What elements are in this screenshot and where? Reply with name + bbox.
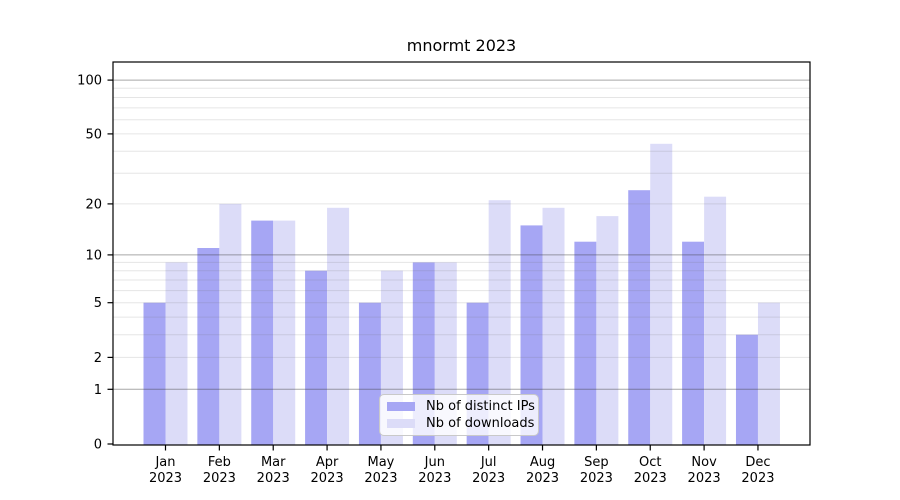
x-tick-label-month-aug: Aug (530, 455, 555, 470)
x-tick-label-year-nov: 2023 (688, 471, 721, 486)
legend-swatch-distinct-ips (387, 402, 415, 411)
legend-label-downloads: Nb of downloads (426, 416, 535, 431)
legend: Nb of distinct IPs Nb of downloads (379, 394, 539, 436)
bar-ips-mar (251, 220, 274, 445)
bar-ips-aug (520, 225, 543, 445)
bar-downloads-oct (650, 143, 673, 446)
bar-downloads-feb (219, 203, 242, 445)
bar-downloads-aug (542, 207, 565, 445)
x-tick-label-year-dec: 2023 (741, 471, 774, 486)
x-tick-label-month-jan: Jan (154, 455, 175, 470)
bar-downloads-nov (704, 196, 727, 445)
y-tick-label-5: 5 (94, 296, 102, 311)
y-tick-label-20: 20 (85, 197, 102, 212)
x-tick-label-month-mar: Mar (261, 455, 286, 470)
x-tick-label-year-jan: 2023 (149, 471, 182, 486)
x-tick-label-year-oct: 2023 (634, 471, 667, 486)
x-tick-label-month-feb: Feb (208, 455, 231, 470)
legend-swatch-downloads (387, 419, 415, 428)
x-tick-label-month-jul: Jul (480, 455, 497, 470)
y-tick-label-1: 1 (94, 383, 102, 398)
bar-ips-nov (682, 241, 705, 445)
legend-entry-downloads: Nb of downloads (387, 417, 534, 430)
legend-entry-distinct-ips: Nb of distinct IPs (387, 400, 535, 413)
bar-ips-feb (197, 248, 220, 445)
bar-ips-oct (628, 190, 651, 445)
x-tick-label-year-feb: 2023 (203, 471, 236, 486)
x-tick-label-month-may: May (367, 455, 394, 470)
bar-ips-sep (574, 241, 597, 445)
x-tick-label-year-aug: 2023 (526, 471, 559, 486)
bar-downloads-sep (596, 216, 619, 445)
y-tick-label-100: 100 (77, 74, 102, 89)
bar-ips-jan (143, 302, 166, 445)
x-tick-label-month-oct: Oct (639, 455, 661, 470)
bar-ips-may (358, 302, 381, 445)
gridlines-group (113, 79, 810, 390)
plot-border (112, 61, 811, 446)
bar-downloads-jul (488, 200, 511, 445)
bar-downloads-apr (327, 207, 350, 445)
x-tick-label-year-jul: 2023 (472, 471, 505, 486)
x-tick-label-month-dec: Dec (745, 455, 770, 470)
y-axis: 0 1 2 5 10 20 50 100 (77, 74, 113, 453)
x-tick-label-month-jun: Jun (424, 455, 445, 470)
y-tick-label-2: 2 (94, 351, 102, 366)
x-tick-label-year-apr: 2023 (311, 471, 344, 486)
x-tick-label-month-apr: Apr (316, 455, 339, 470)
chart-title: mnormt 2023 (406, 36, 517, 55)
y-tick-label-0: 0 (94, 438, 102, 453)
bar-ips-apr (305, 270, 328, 445)
x-tick-label-year-may: 2023 (364, 471, 397, 486)
x-tick-label-month-nov: Nov (691, 455, 717, 470)
bar-ips-dec (735, 334, 758, 445)
bar-downloads-jan (165, 262, 188, 445)
x-tick-label-year-jun: 2023 (418, 471, 451, 486)
y-tick-label-50: 50 (85, 127, 102, 142)
x-axis: Jan2023Feb2023Mar2023Apr2023May2023Jun20… (149, 445, 775, 486)
x-tick-label-year-sep: 2023 (580, 471, 613, 486)
legend-label-distinct-ips: Nb of distinct IPs (426, 399, 535, 414)
x-tick-label-month-sep: Sep (584, 455, 609, 470)
bar-downloads-dec (757, 302, 780, 445)
y-tick-label-10: 10 (85, 248, 102, 263)
bar-downloads-mar (273, 220, 296, 445)
x-tick-label-year-mar: 2023 (257, 471, 290, 486)
